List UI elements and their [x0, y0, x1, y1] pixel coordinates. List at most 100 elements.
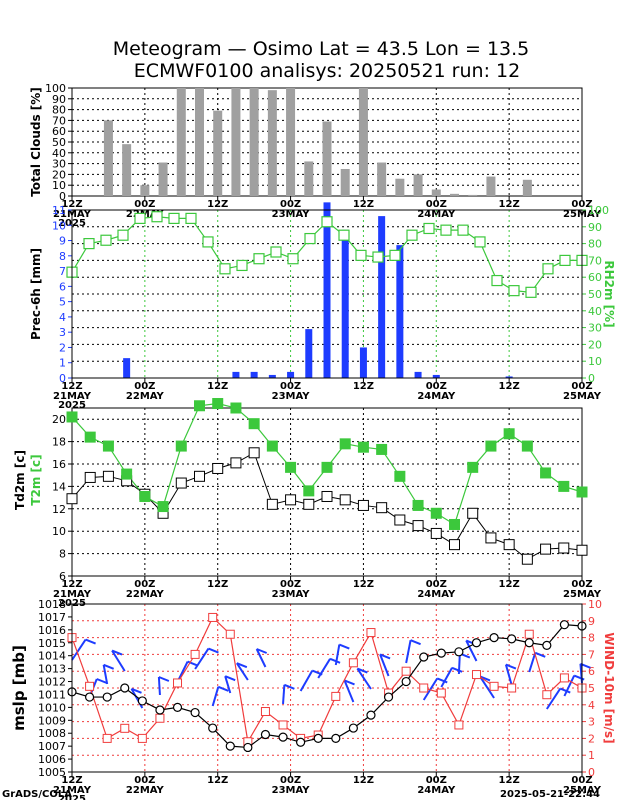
wind-barb — [235, 662, 249, 681]
y-tick-label: 6 — [59, 280, 66, 293]
wind-marker — [366, 628, 376, 638]
mslp-marker — [348, 723, 358, 733]
y-tick-label: 7 — [59, 265, 66, 278]
mslp-marker — [419, 652, 429, 662]
t2m-marker — [303, 485, 315, 497]
wind-barb-flag — [217, 685, 229, 692]
y2-tick-label: 0 — [588, 766, 595, 779]
wind-marker — [225, 629, 235, 639]
t2m-marker — [266, 440, 278, 452]
rh2m-marker — [406, 229, 418, 241]
wind-barb-flag — [284, 683, 295, 690]
wind-barb-flag — [208, 647, 219, 654]
y2-tick-label: 6 — [588, 665, 595, 678]
cloud-bar — [522, 179, 532, 196]
y-tick-label: 1009 — [38, 714, 66, 727]
cloud-bar — [450, 193, 459, 196]
y-tick-label: 2 — [59, 341, 66, 354]
rh2m-marker — [185, 212, 197, 224]
td2m-marker — [521, 553, 533, 565]
time-tick-label: 12Z — [61, 775, 82, 786]
time-tick-label: 12Z — [353, 775, 374, 786]
rh2m-marker — [304, 232, 316, 245]
mslp-marker — [120, 683, 130, 693]
time-tick-label: 12Z — [61, 381, 82, 392]
y2-tick-label: 1 — [588, 749, 595, 762]
y2-tick-label: 10 — [588, 355, 602, 368]
wind-barb-flag — [85, 638, 96, 645]
cloud-bar — [176, 88, 186, 196]
date-tick-label: 22MAY — [126, 589, 165, 600]
td2m-marker — [394, 514, 406, 526]
y2-tick-label: 2 — [588, 732, 595, 745]
td2m-marker — [576, 544, 588, 556]
wind-barb-flag — [158, 676, 170, 682]
time-tick-label: 00Z — [280, 775, 301, 786]
y-tick-label: 70 — [52, 114, 66, 127]
mslp-marker — [225, 741, 235, 751]
wind-marker — [260, 707, 270, 717]
wind-marker — [85, 681, 95, 691]
footer-right: 2025-05-21-22:44 — [500, 789, 600, 800]
y2-axis-label-wind: WIND-10m [m/s] — [602, 632, 616, 743]
wind-marker — [489, 681, 499, 691]
time-tick-label: 12Z — [207, 579, 228, 590]
time-tick-label: 12Z — [499, 199, 520, 210]
wind-barb-flag — [236, 662, 248, 669]
rh2m-marker — [423, 222, 435, 235]
wind-barb-flag — [479, 675, 491, 682]
date-tick-label: 22MAY — [126, 391, 165, 402]
panel-frame — [71, 209, 583, 379]
y2-tick-label: 4 — [588, 699, 595, 712]
rh2m-marker — [83, 238, 95, 250]
wind-marker — [542, 690, 552, 700]
t2m-marker — [576, 486, 588, 498]
y-axis-label-td2m: Td2m [c] — [13, 450, 27, 510]
cloud-bar — [140, 185, 150, 196]
t2m-marker — [540, 467, 552, 479]
precip-bar — [432, 374, 440, 378]
rh2m-marker — [100, 234, 112, 246]
y-tick-label: 1018 — [38, 598, 66, 611]
mslp-marker — [172, 702, 183, 712]
wind-barb — [255, 648, 267, 668]
wind-marker — [436, 688, 446, 698]
mslp-marker — [190, 707, 200, 718]
y-tick-label: 1013 — [38, 663, 66, 676]
t2m-marker — [357, 441, 369, 453]
y2-tick-label: 10 — [588, 598, 602, 611]
td2m-marker — [102, 470, 114, 482]
wind-marker — [559, 673, 569, 683]
time-tick-label: 00Z — [426, 381, 447, 392]
td2m-marker — [467, 507, 479, 519]
y-tick-label: 1006 — [38, 753, 66, 766]
cloud-bar — [122, 144, 132, 196]
cloud-bar — [195, 88, 204, 196]
date-tick-label: 21MAY — [53, 589, 92, 600]
cloud-bar — [213, 110, 223, 196]
time-tick-label: 12Z — [353, 579, 374, 590]
wind-barb — [157, 676, 161, 696]
cloud-bar — [431, 189, 441, 196]
td2m-marker — [540, 543, 552, 555]
rh2m-marker — [270, 246, 282, 258]
year-label: 2025 — [58, 794, 86, 800]
td2m-marker — [84, 471, 96, 483]
time-tick-label: 00Z — [571, 381, 592, 392]
t2m-marker — [394, 470, 406, 482]
y2-tick-label: 30 — [588, 322, 602, 335]
footer-left: GrADS/COLA — [2, 789, 72, 800]
wind-barb — [405, 640, 412, 664]
mslp-marker — [471, 638, 482, 648]
rh2m-marker — [389, 249, 401, 261]
wind-marker — [507, 683, 517, 693]
td2m-marker — [558, 542, 570, 554]
wind-barb — [224, 675, 232, 694]
td2m-marker — [485, 532, 497, 544]
y2-tick-label: 40 — [588, 305, 602, 318]
precip-bar — [323, 202, 331, 378]
rh2m-marker — [508, 285, 520, 297]
cloud-bar — [304, 161, 314, 196]
y-tick-label: 1008 — [38, 727, 66, 740]
